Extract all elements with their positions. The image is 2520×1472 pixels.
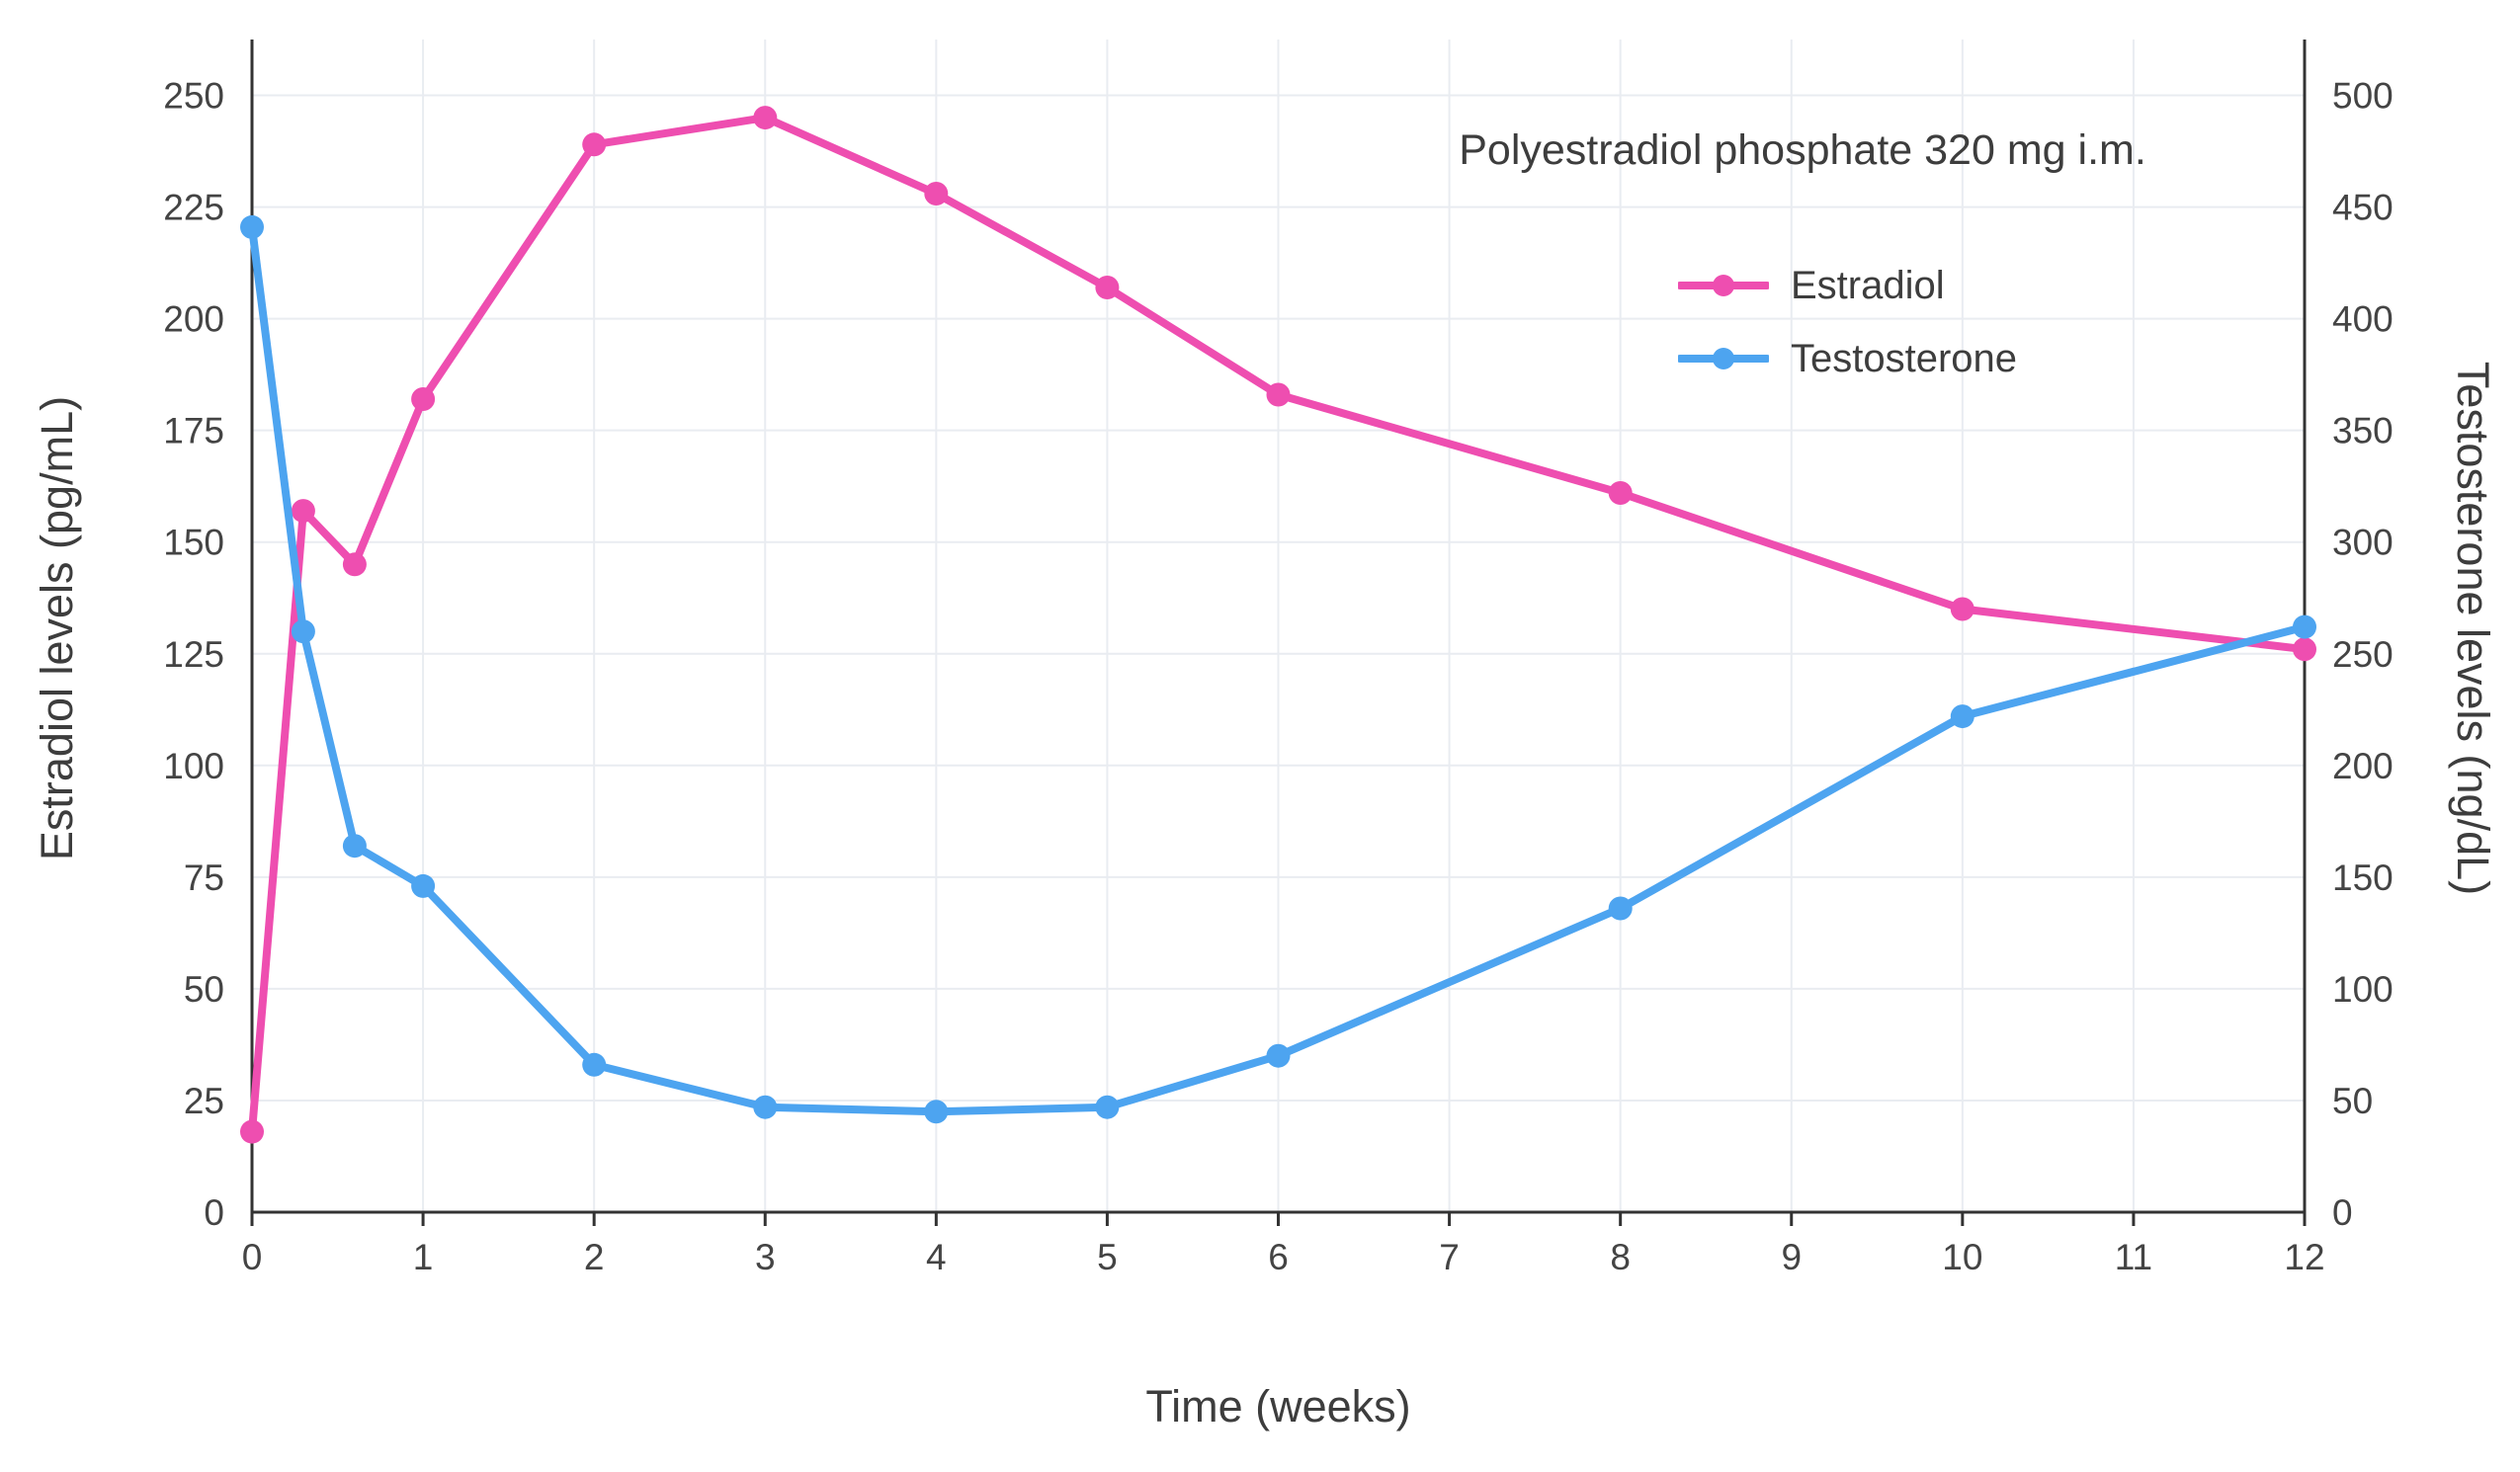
left-y-axis-title: Estradiol levels (pg/mL) — [32, 395, 82, 861]
testosterone-line — [248, 222, 2309, 1116]
svg-text:0: 0 — [204, 1192, 224, 1233]
legend-label-estradiol: Estradiol — [1791, 263, 1945, 307]
testosterone-point — [291, 619, 315, 644]
testosterone-line-swatch — [1678, 348, 1769, 369]
svg-text:200: 200 — [163, 299, 224, 340]
right-y-axis-title: Testosterone levels (ng/dL) — [2448, 361, 2498, 896]
testosterone-point — [753, 1095, 778, 1119]
svg-text:11: 11 — [2115, 1237, 2152, 1277]
testosterone-point — [1095, 1095, 1120, 1119]
svg-text:0: 0 — [2332, 1192, 2353, 1233]
svg-text:350: 350 — [2332, 411, 2394, 451]
svg-text:450: 450 — [2332, 188, 2394, 228]
svg-text:100: 100 — [163, 746, 224, 786]
testosterone-point — [924, 1100, 949, 1124]
svg-text:200: 200 — [2332, 746, 2394, 786]
testosterone-point — [582, 1052, 607, 1077]
svg-text:75: 75 — [184, 858, 224, 898]
svg-text:12: 12 — [2284, 1237, 2324, 1277]
estradiol-point — [1608, 481, 1633, 505]
legend-item-estradiol: Estradiol — [1678, 249, 2017, 322]
svg-text:1: 1 — [413, 1237, 434, 1277]
chart-annotation: Polyestradiol phosphate 320 mg i.m. — [1459, 126, 2146, 174]
estradiol-point — [2293, 637, 2316, 662]
left-y-axis-tick-labels: 0 25 50 75 100 125 150 175 200 225 250 — [163, 76, 224, 1233]
svg-text:50: 50 — [2332, 1081, 2373, 1121]
testosterone-point — [411, 873, 436, 898]
testosterone-point — [2293, 614, 2316, 639]
svg-text:3: 3 — [755, 1237, 776, 1277]
estradiol-point — [1266, 382, 1291, 407]
svg-text:25: 25 — [184, 1081, 224, 1121]
estradiol-point — [291, 499, 315, 524]
estradiol-point — [411, 387, 436, 411]
svg-text:6: 6 — [1268, 1237, 1289, 1277]
svg-text:150: 150 — [163, 523, 224, 563]
svg-text:2: 2 — [584, 1237, 605, 1277]
testosterone-point — [1608, 896, 1633, 921]
svg-text:250: 250 — [163, 76, 224, 117]
svg-text:5: 5 — [1097, 1237, 1118, 1277]
svg-text:125: 125 — [163, 634, 224, 675]
svg-text:9: 9 — [1781, 1237, 1802, 1277]
svg-text:225: 225 — [163, 188, 224, 228]
estradiol-point — [1095, 276, 1120, 299]
svg-text:10: 10 — [1942, 1237, 1982, 1277]
testosterone-point — [1266, 1043, 1291, 1068]
testosterone-point — [240, 214, 264, 239]
estradiol-point — [1950, 597, 1974, 621]
x-axis-tick-labels: 0 1 2 3 4 5 6 7 8 9 10 11 12 — [242, 1237, 2325, 1277]
svg-text:100: 100 — [2332, 969, 2394, 1010]
svg-text:50: 50 — [184, 969, 224, 1010]
estradiol-line-swatch — [1678, 275, 1769, 296]
legend-label-testosterone: Testosterone — [1791, 336, 2018, 380]
svg-text:300: 300 — [2332, 523, 2394, 563]
x-axis-title: Time (weeks) — [1145, 1381, 1411, 1431]
testosterone-markers — [240, 214, 2316, 1124]
gridlines-vertical — [251, 40, 2306, 1212]
svg-text:400: 400 — [2332, 299, 2394, 340]
estradiol-line — [248, 114, 2309, 1136]
svg-text:4: 4 — [926, 1237, 947, 1277]
right-y-axis-tick-labels: 0 50 100 150 200 250 300 350 400 450 500 — [2332, 76, 2394, 1233]
svg-text:500: 500 — [2332, 76, 2394, 117]
svg-text:7: 7 — [1439, 1237, 1460, 1277]
legend: Estradiol Testosterone — [1678, 249, 2017, 395]
estradiol-point — [342, 552, 367, 577]
estradiol-point — [924, 182, 949, 205]
estradiol-point — [753, 106, 778, 130]
svg-text:150: 150 — [2332, 858, 2394, 898]
svg-text:175: 175 — [163, 411, 224, 451]
legend-item-testosterone: Testosterone — [1678, 322, 2017, 395]
estradiol-point — [240, 1119, 264, 1144]
svg-text:8: 8 — [1610, 1237, 1631, 1277]
testosterone-point — [1950, 704, 1974, 729]
svg-text:250: 250 — [2332, 634, 2394, 675]
svg-text:0: 0 — [242, 1237, 263, 1277]
estradiol-markers — [240, 106, 2316, 1144]
testosterone-point — [342, 834, 367, 859]
estradiol-point — [582, 132, 607, 157]
x-axis-ticks — [250, 1212, 2307, 1226]
